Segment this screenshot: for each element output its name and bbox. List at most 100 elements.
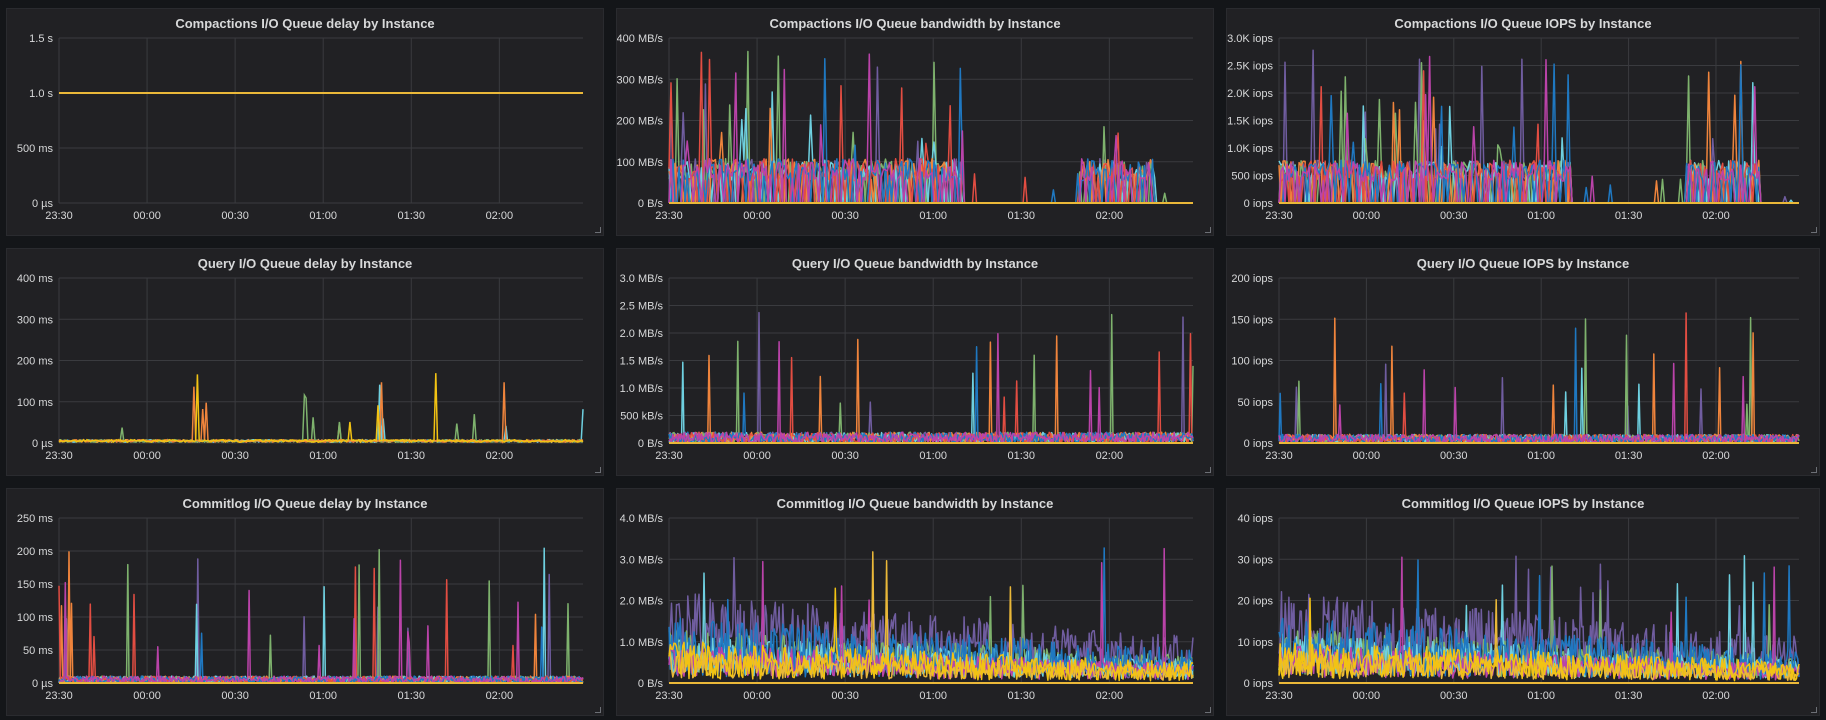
resize-handle[interactable]	[1811, 227, 1817, 233]
y-tick-label: 500 iops	[1231, 171, 1273, 183]
resize-handle[interactable]	[595, 707, 601, 713]
x-tick-label: 01:30	[1008, 450, 1036, 462]
chart-commitlog-bandwidth: 0 B/s 1.0 MB/s 2.0 MB/s 3.0 MB/s 4.0 MB/s 23:…	[620, 513, 1194, 702]
y-tick-label: 500 ms	[17, 143, 54, 155]
chart-commitlog-iops: 0 iops 10 iops 20 iops 30 iops 40 iops 23:30 0…	[1238, 513, 1800, 702]
x-tick-label: 23:30	[655, 690, 683, 702]
x-tick-label: 01:00	[919, 210, 947, 222]
x-tick-label: 00:30	[221, 690, 249, 702]
x-tick-label: 01:00	[919, 450, 947, 462]
x-tick-label: 02:00	[1096, 450, 1124, 462]
series-line	[668, 313, 1194, 444]
panel-commitlog-delay[interactable]: Commitlog I/O Queue delay by Instance 0 …	[6, 488, 604, 716]
panel-query-iops[interactable]: Query I/O Queue IOPS by Instance 0 iops 5…	[1226, 248, 1820, 476]
y-tick-label: 0 µs	[32, 678, 54, 690]
series-line	[58, 547, 584, 684]
y-tick-label: 400 ms	[17, 273, 54, 285]
panel-query-bandwidth[interactable]: Query I/O Queue bandwidth by Instance 0 …	[616, 248, 1214, 476]
panel-compactions-delay[interactable]: Compactions I/O Queue delay by Instance …	[6, 8, 604, 236]
y-tick-label: 2.0 MB/s	[620, 328, 664, 340]
chart-commitlog-delay: 0 µs 50 ms 100 ms 150 ms 200 ms 250 ms 23:30 00…	[17, 513, 584, 702]
y-tick-label: 3.0K iops	[1227, 33, 1273, 45]
x-tick-label: 01:30	[1615, 450, 1643, 462]
y-tick-label: 250 ms	[17, 513, 54, 525]
y-tick-label: 100 ms	[17, 612, 54, 624]
x-tick-label: 01:30	[398, 690, 426, 702]
resize-handle[interactable]	[595, 467, 601, 473]
panel-title[interactable]: Commitlog I/O Queue IOPS by Instance	[1401, 496, 1645, 511]
y-tick-label: 200 MB/s	[617, 116, 663, 128]
resize-handle[interactable]	[595, 227, 601, 233]
panel-commitlog-iops[interactable]: Commitlog I/O Queue IOPS by Instance 0 i…	[1226, 488, 1820, 716]
x-tick-label: 00:30	[831, 210, 859, 222]
panel-compactions-iops[interactable]: Compactions I/O Queue IOPS by Instance 0…	[1226, 8, 1820, 236]
y-tick-label: 0 iops	[1244, 198, 1274, 210]
x-tick-label: 02:00	[1096, 690, 1124, 702]
x-tick-label: 01:00	[1527, 690, 1555, 702]
y-tick-label: 2.0 MB/s	[620, 596, 664, 608]
x-tick-label: 00:30	[831, 450, 859, 462]
x-tick-label: 23:30	[45, 690, 73, 702]
panel-title[interactable]: Commitlog I/O Queue delay by Instance	[182, 496, 428, 511]
resize-handle[interactable]	[1205, 227, 1211, 233]
y-tick-label: 400 MB/s	[617, 33, 663, 45]
panel-commitlog-bandwidth[interactable]: Commitlog I/O Queue bandwidth by Instanc…	[616, 488, 1214, 716]
x-tick-label: 01:30	[1008, 210, 1036, 222]
y-tick-label: 1.0 s	[29, 88, 53, 100]
x-tick-label: 00:30	[221, 210, 249, 222]
x-tick-label: 23:30	[655, 450, 683, 462]
y-tick-label: 2.5K iops	[1227, 61, 1273, 73]
series-line	[58, 373, 584, 444]
x-tick-label: 01:00	[919, 690, 947, 702]
series-line	[668, 311, 1194, 444]
y-tick-label: 0 µs	[32, 438, 54, 450]
panel-title[interactable]: Compactions I/O Queue bandwidth by Insta…	[769, 16, 1061, 31]
x-tick-label: 01:30	[398, 210, 426, 222]
series-line	[668, 333, 1194, 444]
series-line	[669, 58, 1193, 204]
x-tick-label: 00:00	[1353, 450, 1381, 462]
chart-query-delay: 0 µs 100 ms 200 ms 300 ms 400 ms 23:30 00:00 00…	[7, 249, 584, 462]
y-tick-label: 300 ms	[17, 314, 54, 326]
series-line	[668, 551, 1194, 682]
y-tick-label: 30 iops	[1238, 554, 1274, 566]
series-line	[668, 345, 1194, 444]
x-tick-label: 23:30	[1265, 690, 1293, 702]
x-tick-label: 00:00	[1353, 690, 1381, 702]
resize-handle[interactable]	[1811, 707, 1817, 713]
panel-query-delay[interactable]: Query I/O Queue delay by Instance 0 µs 10…	[6, 248, 604, 476]
y-tick-label: 300 MB/s	[617, 74, 663, 86]
y-tick-label: 0 B/s	[638, 678, 664, 690]
x-tick-label: 00:00	[743, 210, 771, 222]
y-tick-label: 40 iops	[1238, 513, 1274, 525]
series-line	[1279, 63, 1799, 204]
resize-handle[interactable]	[1205, 707, 1211, 713]
x-tick-label: 23:30	[45, 210, 73, 222]
y-tick-label: 200 iops	[1231, 273, 1273, 285]
chart-query-bandwidth: 0 B/s 500 kB/s 1.0 MB/s 1.5 MB/s 2.0 MB/s 2.5…	[620, 273, 1194, 462]
panel-title[interactable]: Query I/O Queue IOPS by Instance	[1416, 256, 1630, 271]
chart-query-iops: 0 iops 50 iops 100 iops 150 iops 200 iops 23:…	[1231, 273, 1800, 462]
panel-title[interactable]: Query I/O Queue delay by Instance	[197, 256, 413, 271]
y-tick-label: 3.0 MB/s	[620, 554, 664, 566]
panel-title[interactable]: Query I/O Queue bandwidth by Instance	[791, 256, 1039, 271]
y-tick-label: 100 ms	[17, 397, 54, 409]
x-tick-label: 02:00	[486, 690, 514, 702]
resize-handle[interactable]	[1205, 467, 1211, 473]
resize-handle[interactable]	[1811, 467, 1817, 473]
y-tick-label: 0 µs	[32, 198, 54, 210]
panel-title[interactable]: Compactions I/O Queue delay by Instance	[175, 16, 435, 31]
x-tick-label: 00:30	[1440, 690, 1468, 702]
x-tick-label: 01:30	[1008, 690, 1036, 702]
panel-title[interactable]: Commitlog I/O Queue bandwidth by Instanc…	[776, 496, 1054, 511]
x-tick-label: 00:00	[743, 450, 771, 462]
y-tick-label: 100 MB/s	[617, 157, 663, 169]
panel-compactions-bandwidth[interactable]: Compactions I/O Queue bandwidth by Insta…	[616, 8, 1214, 236]
x-tick-label: 01:00	[309, 690, 337, 702]
x-tick-label: 01:00	[309, 450, 337, 462]
y-tick-label: 2.5 MB/s	[620, 301, 664, 313]
x-tick-label: 00:00	[743, 690, 771, 702]
panel-title[interactable]: Compactions I/O Queue IOPS by Instance	[1394, 16, 1652, 31]
y-tick-label: 10 iops	[1238, 637, 1274, 649]
